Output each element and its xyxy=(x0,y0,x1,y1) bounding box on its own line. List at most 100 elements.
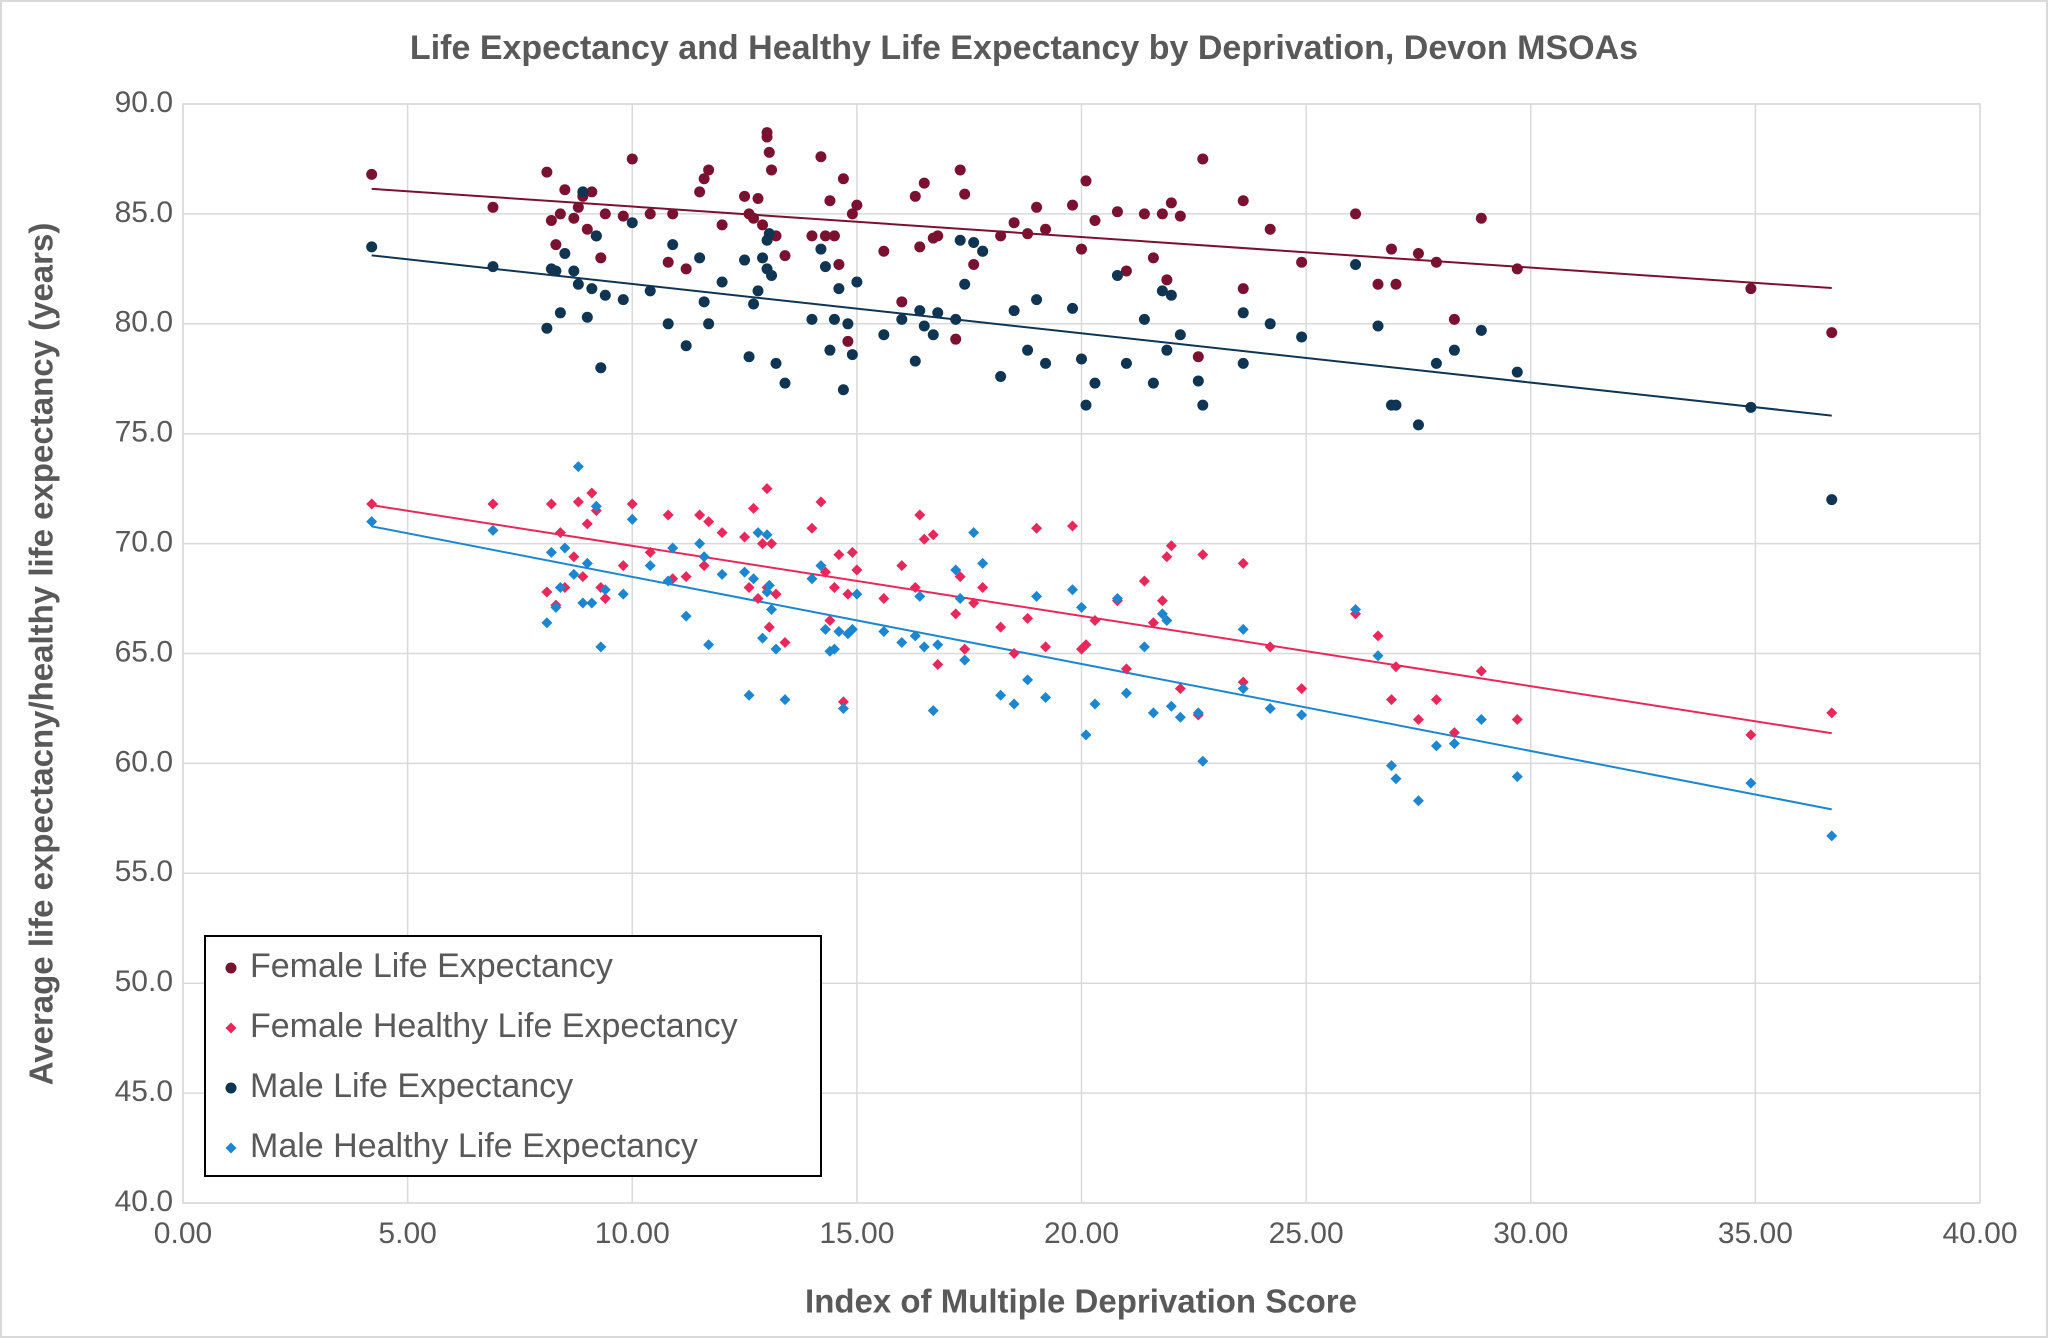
point xyxy=(716,276,728,288)
point xyxy=(1022,674,1034,686)
point xyxy=(752,285,764,297)
point xyxy=(572,496,584,508)
point xyxy=(1031,294,1043,306)
point xyxy=(1197,399,1209,411)
y-tick-label: 60.0 xyxy=(115,745,173,778)
point xyxy=(779,250,791,262)
point xyxy=(1237,307,1249,319)
point xyxy=(1161,551,1173,563)
point xyxy=(1067,520,1079,532)
point xyxy=(1511,366,1523,378)
point xyxy=(1076,353,1087,365)
legend-marker xyxy=(225,1082,237,1094)
point xyxy=(1174,711,1186,723)
point xyxy=(995,371,1007,383)
point xyxy=(662,256,674,268)
point xyxy=(545,546,557,558)
point xyxy=(716,219,728,231)
point xyxy=(1385,694,1397,706)
trend-line xyxy=(371,254,1832,417)
point xyxy=(577,571,589,583)
point xyxy=(581,311,593,323)
point xyxy=(590,500,602,512)
point xyxy=(1089,698,1101,710)
point xyxy=(1412,247,1424,259)
point xyxy=(815,151,827,163)
point xyxy=(366,498,378,510)
point xyxy=(366,168,378,180)
point xyxy=(757,538,769,550)
point xyxy=(541,586,553,598)
point xyxy=(1120,357,1132,369)
point xyxy=(806,313,818,325)
point xyxy=(932,658,944,670)
point xyxy=(1022,612,1034,624)
point xyxy=(1412,713,1424,725)
point xyxy=(572,278,584,290)
point xyxy=(1372,630,1384,642)
point xyxy=(909,630,921,642)
point xyxy=(1174,329,1186,341)
point xyxy=(581,557,593,569)
point xyxy=(568,568,580,580)
plot-area xyxy=(182,103,1981,1204)
point xyxy=(487,201,499,213)
point xyxy=(541,166,553,178)
point xyxy=(1080,175,1092,187)
point xyxy=(1089,214,1101,226)
point xyxy=(680,263,692,275)
point xyxy=(554,307,566,319)
chart-title: Life Expectancy and Healthy Life Expecta… xyxy=(410,29,1638,67)
point xyxy=(851,564,863,576)
point xyxy=(815,560,827,572)
point xyxy=(617,560,629,572)
point xyxy=(1031,590,1043,602)
point xyxy=(703,164,715,176)
point xyxy=(1040,641,1052,653)
point xyxy=(568,212,580,224)
point xyxy=(550,265,562,277)
point xyxy=(1372,320,1384,332)
y-tick-label: 45.0 xyxy=(115,1075,173,1108)
point xyxy=(1031,201,1043,213)
point xyxy=(837,384,849,396)
legend-label: Male Healthy Life Expectancy xyxy=(250,1127,698,1165)
point xyxy=(748,212,760,224)
point xyxy=(896,560,908,572)
y-tick-label: 85.0 xyxy=(115,196,173,229)
point xyxy=(1089,377,1101,389)
x-tick-label: 0.00 xyxy=(154,1217,212,1250)
point xyxy=(716,527,728,539)
point xyxy=(842,588,854,600)
point xyxy=(763,621,775,633)
point xyxy=(833,626,845,638)
point xyxy=(842,335,854,347)
point xyxy=(977,245,989,257)
point xyxy=(586,186,598,198)
point xyxy=(914,305,926,317)
point xyxy=(815,496,827,508)
point xyxy=(819,566,831,578)
point xyxy=(1138,641,1150,653)
point xyxy=(1008,698,1020,710)
point xyxy=(819,623,831,635)
point xyxy=(487,524,499,536)
point xyxy=(932,307,944,319)
point xyxy=(586,283,598,295)
point xyxy=(559,184,571,196)
x-tick-label: 10.00 xyxy=(595,1217,670,1250)
point xyxy=(1040,691,1052,703)
point xyxy=(851,276,863,288)
point xyxy=(680,610,692,622)
point xyxy=(1448,313,1460,325)
point xyxy=(599,584,611,596)
point xyxy=(846,349,858,361)
point xyxy=(667,208,679,220)
point xyxy=(1076,243,1087,255)
y-tick-label: 55.0 xyxy=(115,855,173,888)
point xyxy=(959,188,971,200)
point xyxy=(1031,522,1043,534)
point xyxy=(366,516,378,528)
point xyxy=(779,694,791,706)
legend-label: Female Healthy Life Expectancy xyxy=(250,1007,738,1045)
